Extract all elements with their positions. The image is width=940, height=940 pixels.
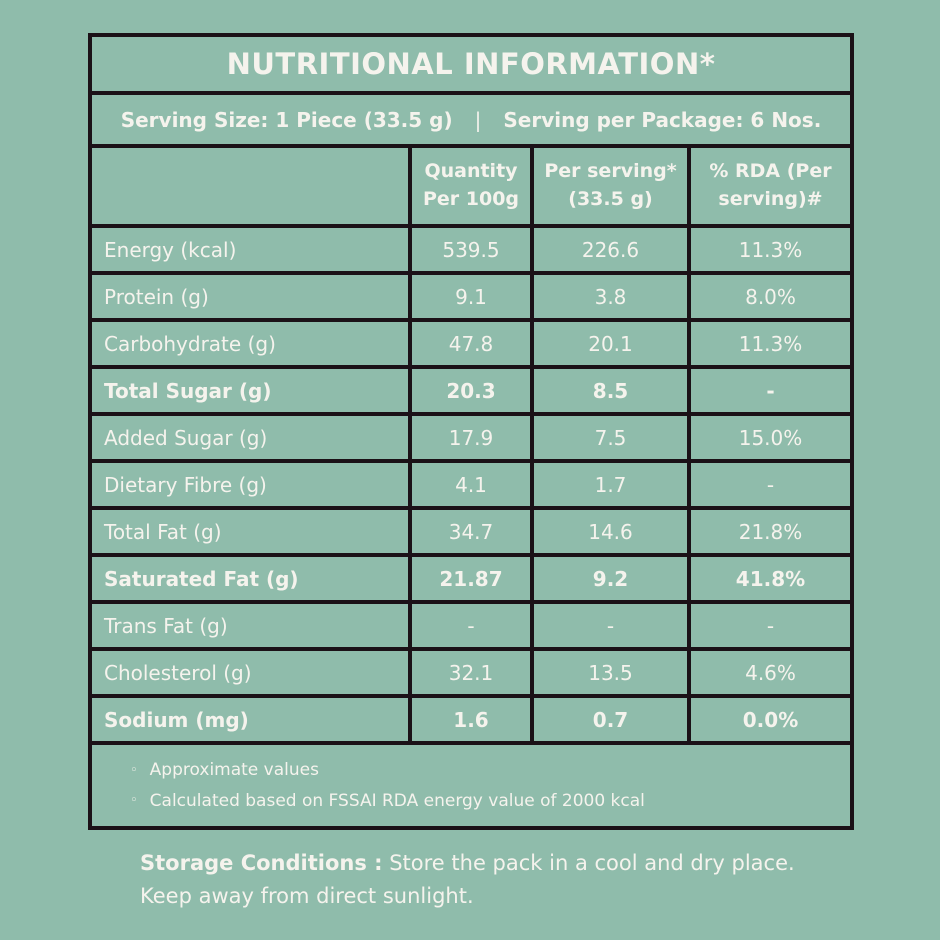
title-row: NUTRITIONAL INFORMATION*: [88, 33, 854, 95]
table-row-energy: Energy (kcal) 539.5 226.6 11.3%: [88, 224, 854, 275]
serving-size-text: Serving Size: 1 Piece (33.5 g): [120, 107, 453, 132]
row-rda-value: 11.3%: [687, 318, 854, 369]
row-serving-value: 20.1: [530, 318, 691, 369]
row-serving-value: 9.2: [530, 553, 691, 604]
table-row-cholesterol: Cholesterol (g) 32.1 13.5 4.6%: [88, 647, 854, 698]
row-label: Sodium (mg): [88, 694, 412, 745]
row-rda-value: -: [687, 459, 854, 510]
nutrition-table: NUTRITIONAL INFORMATION* Serving Size: 1…: [88, 33, 854, 831]
row-label: Trans Fat (g): [88, 600, 412, 651]
row-rda-value: 15.0%: [687, 412, 854, 463]
serving-row: Serving Size: 1 Piece (33.5 g) | Serving…: [88, 91, 854, 148]
footnote-fssai: ◦ Calculated based on FSSAI RDA energy v…: [130, 786, 850, 817]
table-row-saturated-fat: Saturated Fat (g) 21.87 9.2 41.8%: [88, 553, 854, 604]
serving-info-cell: Serving Size: 1 Piece (33.5 g) | Serving…: [88, 91, 854, 148]
row-label: Carbohydrate (g): [88, 318, 412, 369]
row-rda-value: 0.0%: [687, 694, 854, 745]
column-header-row: Quantity Per 100g Per serving* (33.5 g) …: [88, 144, 854, 228]
row-label: Total Sugar (g): [88, 365, 412, 416]
row-label: Total Fat (g): [88, 506, 412, 557]
row-label: Added Sugar (g): [88, 412, 412, 463]
row-per100-value: -: [408, 600, 534, 651]
row-serving-value: 0.7: [530, 694, 691, 745]
column-header-rda: % RDA (Per serving)#: [687, 144, 854, 228]
footnotes-cell: ◦ Approximate values ◦ Calculated based …: [88, 740, 854, 831]
page-title: NUTRITIONAL INFORMATION*: [88, 33, 854, 95]
row-per100-value: 9.1: [408, 271, 534, 322]
row-serving-value: 1.7: [530, 459, 691, 510]
footnote-approximate: ◦ Approximate values: [130, 755, 850, 786]
storage-conditions: Storage Conditions : Store the pack in a…: [140, 847, 862, 912]
table-row-dietary-fibre: Dietary Fibre (g) 4.1 1.7 -: [88, 459, 854, 510]
serving-separator: |: [474, 107, 482, 132]
column-header-quantity: Quantity Per 100g: [408, 144, 534, 228]
row-label: Saturated Fat (g): [88, 553, 412, 604]
row-per100-value: 34.7: [408, 506, 534, 557]
row-per100-value: 32.1: [408, 647, 534, 698]
row-per100-value: 4.1: [408, 459, 534, 510]
table-row-sodium: Sodium (mg) 1.6 0.7 0.0%: [88, 694, 854, 745]
storage-conditions-text: Store the pack in a cool and dry place. …: [140, 851, 795, 908]
corner-cell: [88, 144, 412, 228]
column-header-per-serving: Per serving* (33.5 g): [530, 144, 691, 228]
table-row-added-sugar: Added Sugar (g) 17.9 7.5 15.0%: [88, 412, 854, 463]
serving-per-package-text: Serving per Package: 6 Nos.: [503, 107, 822, 132]
row-serving-value: 8.5: [530, 365, 691, 416]
row-per100-value: 47.8: [408, 318, 534, 369]
row-serving-value: 13.5: [530, 647, 691, 698]
row-label: Energy (kcal): [88, 224, 412, 275]
row-per100-value: 17.9: [408, 412, 534, 463]
row-serving-value: 3.8: [530, 271, 691, 322]
row-rda-value: 8.0%: [687, 271, 854, 322]
row-rda-value: -: [687, 365, 854, 416]
storage-conditions-label: Storage Conditions :: [140, 851, 383, 875]
table-row-carbohydrate: Carbohydrate (g) 47.8 20.1 11.3%: [88, 318, 854, 369]
row-per100-value: 21.87: [408, 553, 534, 604]
row-rda-value: 4.6%: [687, 647, 854, 698]
row-rda-value: -: [687, 600, 854, 651]
row-label: Protein (g): [88, 271, 412, 322]
row-label: Dietary Fibre (g): [88, 459, 412, 510]
row-per100-value: 539.5: [408, 224, 534, 275]
row-per100-value: 20.3: [408, 365, 534, 416]
row-serving-value: 14.6: [530, 506, 691, 557]
row-serving-value: -: [530, 600, 691, 651]
bullet-icon: ◦: [130, 793, 138, 809]
serving-info: Serving Size: 1 Piece (33.5 g) | Serving…: [92, 108, 850, 132]
row-rda-value: 21.8%: [687, 506, 854, 557]
table-row-trans-fat: Trans Fat (g) - - -: [88, 600, 854, 651]
bullet-icon: ◦: [130, 762, 138, 778]
row-label: Cholesterol (g): [88, 647, 412, 698]
footnote-text: Calculated based on FSSAI RDA energy val…: [149, 790, 645, 811]
row-rda-value: 11.3%: [687, 224, 854, 275]
table-row-total-sugar: Total Sugar (g) 20.3 8.5 -: [88, 365, 854, 416]
footnote-text: Approximate values: [149, 760, 319, 780]
row-serving-value: 226.6: [530, 224, 691, 275]
row-per100-value: 1.6: [408, 694, 534, 745]
table-row-total-fat: Total Fat (g) 34.7 14.6 21.8%: [88, 506, 854, 557]
footnotes-row: ◦ Approximate values ◦ Calculated based …: [88, 740, 854, 831]
row-serving-value: 7.5: [530, 412, 691, 463]
table-row-protein: Protein (g) 9.1 3.8 8.0%: [88, 271, 854, 322]
row-rda-value: 41.8%: [687, 553, 854, 604]
